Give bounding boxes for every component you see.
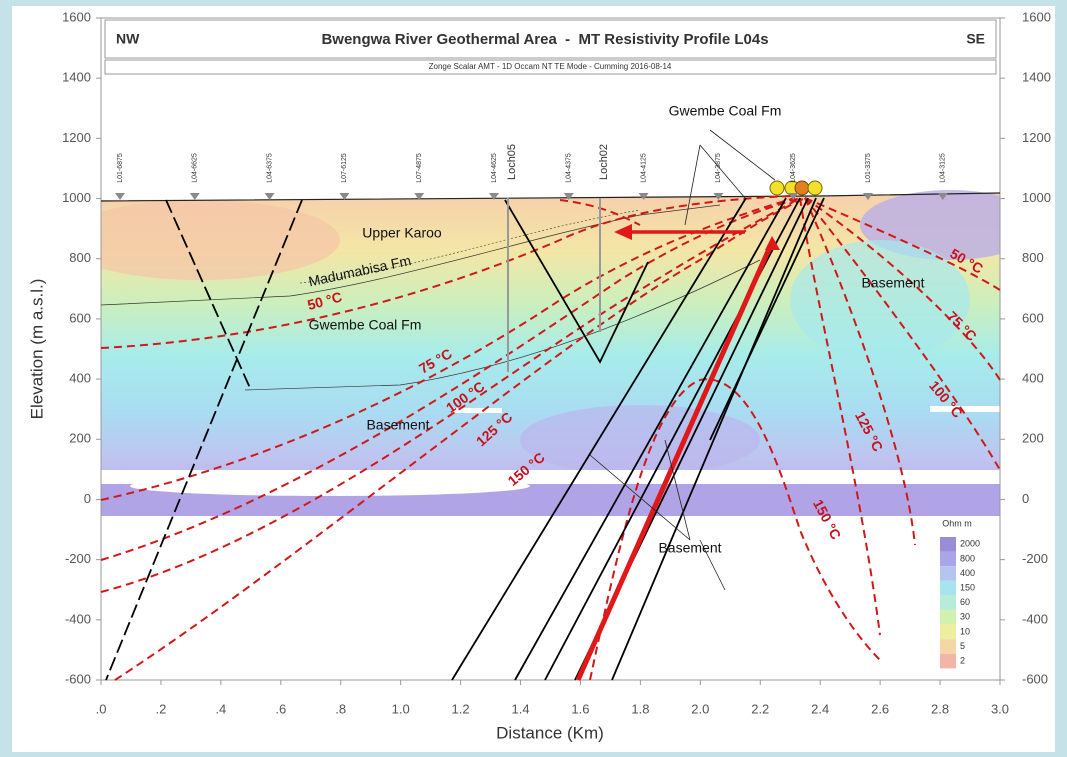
hot-spring	[808, 181, 822, 195]
formation-label: Basement	[658, 540, 721, 556]
subtitle: Zonge Scalar AMT - 1D Occam NT TE Mode -…	[429, 62, 672, 71]
x-tick-label: 2.8	[931, 701, 949, 716]
station-label: L04-4625	[491, 153, 498, 183]
y-tick-label: 800	[69, 250, 91, 265]
well-label: Loch02	[598, 144, 610, 180]
x-tick-label: 3.0	[991, 701, 1009, 716]
station-label: L04-6625	[192, 153, 199, 183]
x-tick-label: .6	[275, 701, 286, 716]
station-label: L01-6875	[117, 153, 124, 183]
y-tick-label: 1400	[62, 70, 91, 85]
legend-label: 150	[960, 582, 975, 592]
y-tick-label: 0	[84, 491, 91, 506]
x-tick-label: 1.8	[631, 701, 649, 716]
legend-swatch	[940, 610, 956, 625]
x-tick-label: .4	[215, 701, 226, 716]
y-tick-label: 1200	[62, 130, 91, 145]
y-tick-label: -600	[65, 671, 91, 686]
well-label: Loch05	[506, 144, 518, 180]
legend-swatch	[940, 566, 956, 581]
legend-label: 2	[960, 655, 965, 665]
y-tick-label: 1000	[62, 190, 91, 205]
station-label: L04-3125	[940, 153, 947, 183]
legend-swatch	[940, 595, 956, 610]
legend-label: 400	[960, 568, 975, 578]
legend-label: 10	[960, 626, 970, 636]
chart: NW Bwengwa River Geothermal Area - MT Re…	[0, 0, 1067, 757]
formation-label: Gwembe Coal Fm	[309, 317, 422, 333]
station-label: L04-6375	[266, 153, 273, 183]
y-tick-label: 200	[69, 431, 91, 446]
resistivity-field	[60, 190, 1040, 516]
chart-title: Bwengwa River Geothermal Area - MT Resis…	[321, 31, 768, 48]
x-tick-label: 2.2	[751, 701, 769, 716]
formation-label: Basement	[861, 275, 924, 291]
x-tick-label: 1.0	[392, 701, 410, 716]
x-axis-label: Distance (Km)	[496, 723, 604, 742]
y-tick-label: -200	[65, 551, 91, 566]
station-label: L07-6125	[341, 153, 348, 183]
station-label: L04-4375	[566, 153, 573, 183]
legend-label: 2000	[960, 539, 980, 549]
y-tick-label: -400	[65, 611, 91, 626]
x-tick-label: .0	[96, 701, 107, 716]
y2-tick-label: 0	[1022, 491, 1029, 506]
y2-tick-label: -200	[1022, 551, 1048, 566]
y2-tick-label: 600	[1022, 310, 1044, 325]
legend-swatch	[940, 581, 956, 596]
x-tick-label: 2.4	[811, 701, 829, 716]
right-label: SE	[966, 31, 985, 47]
y2-tick-label: 1400	[1022, 70, 1051, 85]
x-tick-label: 2.0	[691, 701, 709, 716]
y2-tick-label: 400	[1022, 371, 1044, 386]
y2-tick-label: 200	[1022, 431, 1044, 446]
x-tick-label: 1.2	[452, 701, 470, 716]
station-label: L04-3625	[790, 153, 797, 183]
legend-swatch	[940, 552, 956, 567]
x-tick-label: .8	[335, 701, 346, 716]
y2-tick-label: -600	[1022, 671, 1048, 686]
legend-label: 5	[960, 641, 965, 651]
formation-label: Upper Karoo	[362, 225, 442, 241]
y-tick-label: 400	[69, 371, 91, 386]
formation-label: Basement	[366, 417, 429, 433]
legend-swatch	[940, 625, 956, 640]
y-axis-label: Elevation (m a.s.l.)	[27, 279, 46, 420]
y2-tick-label: 1000	[1022, 190, 1051, 205]
legend-swatch	[940, 537, 956, 552]
station-label: L07-4875	[416, 153, 423, 183]
y-tick-label: 1600	[62, 9, 91, 24]
legend-label: 800	[960, 553, 975, 563]
y-tick-label: 600	[69, 310, 91, 325]
station-label: L01-3375	[865, 153, 872, 183]
x-tick-label: .2	[156, 701, 167, 716]
legend-label: 30	[960, 612, 970, 622]
legend-label: 60	[960, 597, 970, 607]
x-tick-label: 1.4	[511, 701, 529, 716]
station-label: L04-4125	[640, 153, 647, 183]
y2-tick-label: -400	[1022, 611, 1048, 626]
hot-spring	[795, 181, 809, 195]
formation-label: Gwembe Coal Fm	[669, 103, 782, 119]
x-tick-label: 1.6	[571, 701, 589, 716]
x-tick-label: 2.6	[871, 701, 889, 716]
y2-tick-label: 1600	[1022, 9, 1051, 24]
left-label: NW	[116, 31, 140, 47]
y2-tick-label: 800	[1022, 250, 1044, 265]
hot-spring	[770, 181, 784, 195]
legend-swatch	[940, 639, 956, 654]
legend-swatch	[940, 654, 956, 669]
legend-title: Ohm m	[942, 518, 972, 528]
y2-tick-label: 1200	[1022, 130, 1051, 145]
station-label: L04-3875	[715, 153, 722, 183]
